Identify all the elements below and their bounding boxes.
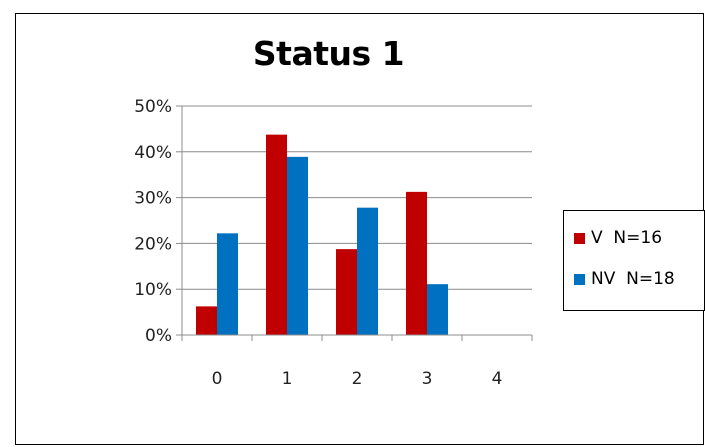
y-tick-label: 0% <box>145 326 172 346</box>
chart-title: Status 1 <box>252 34 405 73</box>
x-tick-label: 4 <box>492 369 503 389</box>
legend-item-nv: NV N=18 <box>574 269 675 289</box>
x-tick-label: 1 <box>282 369 293 389</box>
legend-swatch-nv <box>574 273 585 285</box>
legend-swatch-v <box>574 232 585 244</box>
y-tick-label: 50% <box>134 97 172 117</box>
y-tick-label: 10% <box>134 280 172 300</box>
bar-v-2 <box>336 249 357 335</box>
bar-v-1 <box>266 134 287 335</box>
x-tick-label: 3 <box>422 369 433 389</box>
x-tick-label: 0 <box>212 369 223 389</box>
bar-nv-3 <box>427 284 448 335</box>
y-tick-label: 40% <box>134 143 172 163</box>
y-tick-label: 30% <box>134 189 172 209</box>
bar-nv-2 <box>357 207 378 335</box>
y-tick-label: 20% <box>134 234 172 254</box>
bar-nv-0 <box>217 233 238 335</box>
x-tick-label: 2 <box>352 369 363 389</box>
bar-v-3 <box>406 191 427 335</box>
legend-label-v: V N=16 <box>591 228 663 248</box>
bar-v-0 <box>196 306 217 335</box>
chart-legend: V N=16 NV N=18 <box>563 210 705 311</box>
legend-label-nv: NV N=18 <box>591 269 675 289</box>
bar-nv-1 <box>287 156 308 335</box>
legend-item-v: V N=16 <box>574 228 662 248</box>
